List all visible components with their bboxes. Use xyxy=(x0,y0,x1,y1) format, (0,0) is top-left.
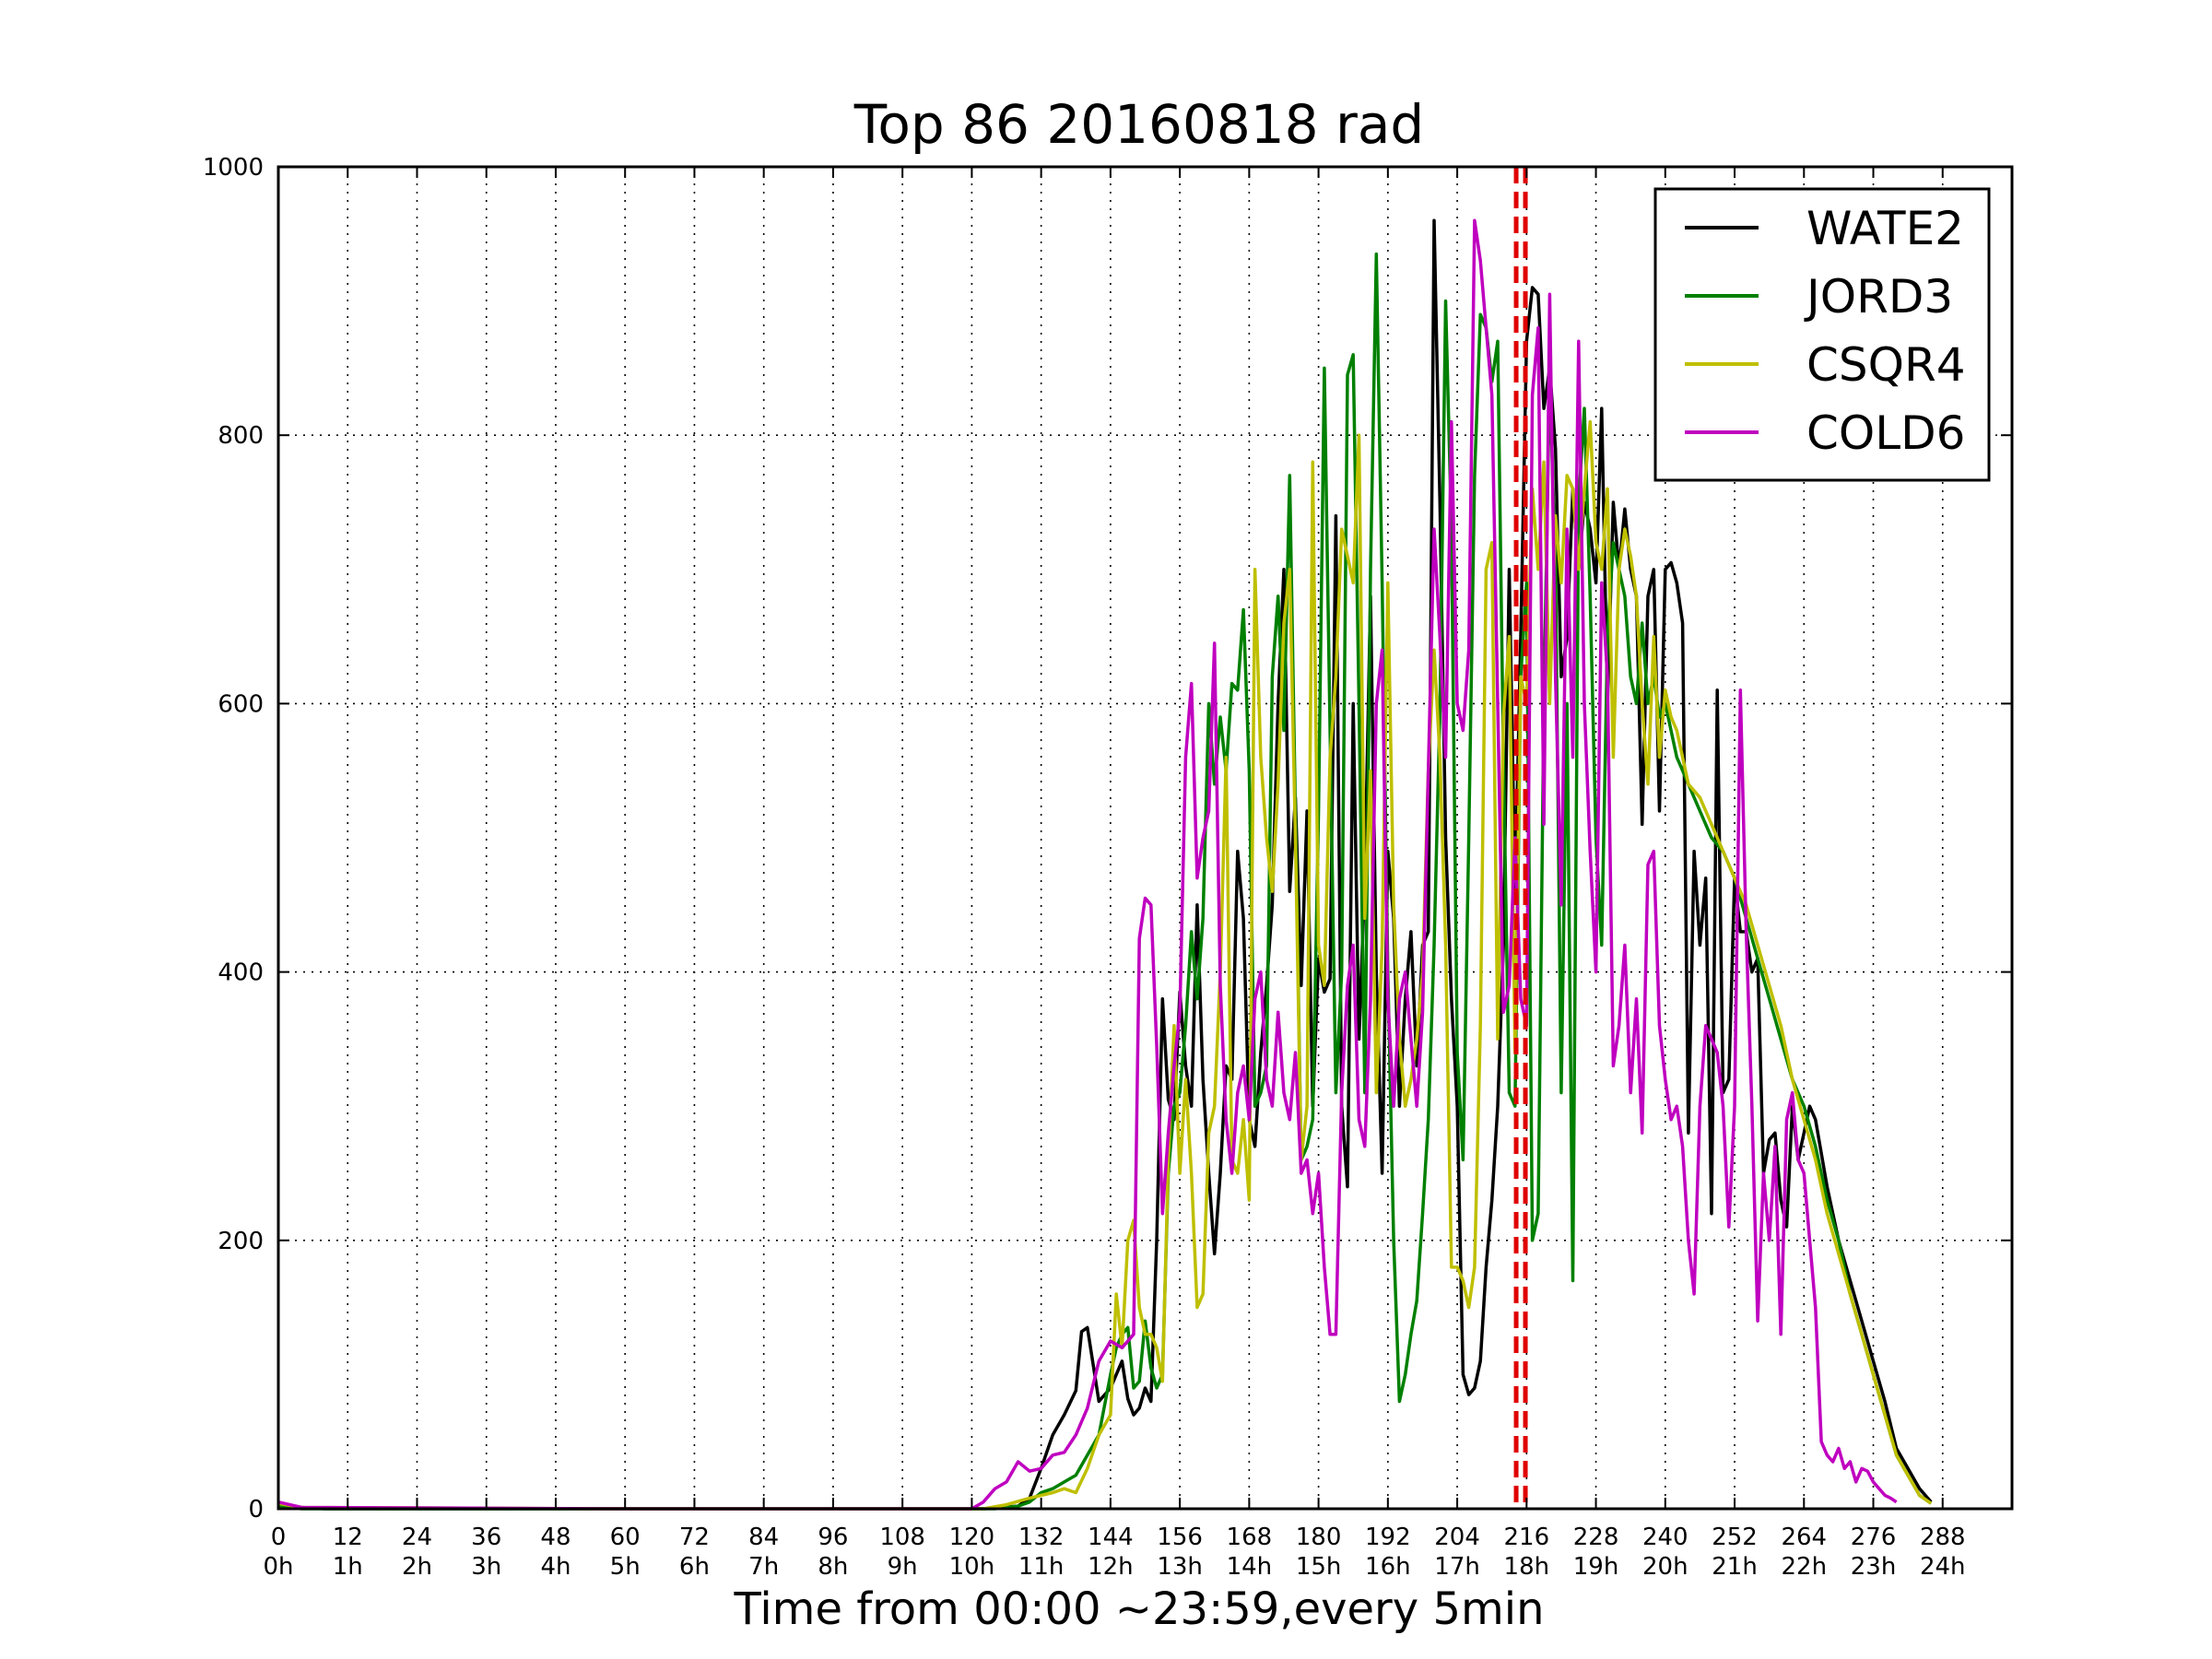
x-tick-label: 96 xyxy=(818,1524,848,1551)
x-tick-hour-label: 6h xyxy=(679,1553,710,1581)
x-tick-label: 240 xyxy=(1642,1524,1688,1551)
x-tick-label: 132 xyxy=(1018,1524,1065,1551)
x-tick-hour-label: 20h xyxy=(1642,1553,1688,1581)
chart-title: Top 86 20160818 rad xyxy=(853,93,1424,156)
x-tick-hour-label: 22h xyxy=(1781,1553,1827,1581)
plot-frame xyxy=(276,165,2014,1511)
legend-label-jord3: JORD3 xyxy=(1804,270,1953,324)
x-tick-label: 0 xyxy=(271,1524,287,1551)
legend-label-cold6: COLD6 xyxy=(1806,406,1965,460)
x-tick-label: 48 xyxy=(540,1524,571,1551)
series-line-csqr4 xyxy=(277,419,1933,1511)
x-tick-hour-label: 7h xyxy=(748,1553,779,1581)
x-tick-label: 120 xyxy=(949,1524,995,1551)
axis-ticks: 00h121h242h363h484h605h726h847h968h1089h… xyxy=(203,154,2012,1581)
x-tick-label: 216 xyxy=(1503,1524,1549,1551)
x-tick-label: 228 xyxy=(1573,1524,1619,1551)
x-tick-hour-label: 4h xyxy=(540,1553,571,1581)
x-tick-label: 192 xyxy=(1365,1524,1411,1551)
y-tick-label: 400 xyxy=(218,959,264,987)
x-tick-label: 204 xyxy=(1434,1524,1480,1551)
x-tick-label: 24 xyxy=(402,1524,432,1551)
x-tick-hour-label: 18h xyxy=(1504,1553,1550,1581)
series-lines xyxy=(277,218,1933,1511)
x-tick-label: 156 xyxy=(1157,1524,1203,1551)
legend: WATE2 JORD3 CSQR4 COLD6 xyxy=(1653,187,1991,482)
x-tick-hour-label: 1h xyxy=(333,1553,363,1581)
x-tick-label: 108 xyxy=(879,1524,925,1551)
x-tick-hour-label: 0h xyxy=(263,1553,293,1581)
x-tick-label: 36 xyxy=(471,1524,501,1551)
x-tick-label: 144 xyxy=(1088,1524,1134,1551)
x-tick-label: 60 xyxy=(610,1524,641,1551)
x-tick-hour-label: 12h xyxy=(1088,1553,1134,1581)
x-tick-label: 168 xyxy=(1227,1524,1273,1551)
legend-label-wate2: WATE2 xyxy=(1806,202,1964,255)
x-tick-hour-label: 14h xyxy=(1227,1553,1273,1581)
y-tick-label: 0 xyxy=(248,1496,264,1524)
x-tick-hour-label: 3h xyxy=(471,1553,501,1581)
x-tick-hour-label: 8h xyxy=(818,1553,848,1581)
x-tick-label: 84 xyxy=(748,1524,779,1551)
x-tick-hour-label: 9h xyxy=(888,1553,918,1581)
x-tick-hour-label: 11h xyxy=(1018,1553,1065,1581)
series-line-cold6 xyxy=(277,218,1898,1511)
x-tick-label: 180 xyxy=(1296,1524,1342,1551)
x-tick-hour-label: 24h xyxy=(1920,1553,1966,1581)
x-tick-label: 252 xyxy=(1712,1524,1758,1551)
x-axis-label: Time from 00:00 ~23:59,every 5min xyxy=(734,1583,1545,1635)
x-tick-hour-label: 16h xyxy=(1365,1553,1411,1581)
x-tick-label: 276 xyxy=(1851,1524,1897,1551)
x-tick-hour-label: 23h xyxy=(1851,1553,1897,1581)
legend-label-csqr4: CSQR4 xyxy=(1806,338,1966,392)
x-tick-hour-label: 15h xyxy=(1296,1553,1342,1581)
x-tick-label: 12 xyxy=(333,1524,363,1551)
x-tick-hour-label: 17h xyxy=(1434,1553,1480,1581)
x-tick-label: 288 xyxy=(1920,1524,1966,1551)
x-tick-hour-label: 13h xyxy=(1157,1553,1203,1581)
x-tick-hour-label: 2h xyxy=(402,1553,432,1581)
x-tick-label: 72 xyxy=(679,1524,710,1551)
x-tick-hour-label: 10h xyxy=(949,1553,995,1581)
y-tick-label: 800 xyxy=(218,422,264,450)
x-tick-hour-label: 19h xyxy=(1573,1553,1619,1581)
x-tick-hour-label: 5h xyxy=(610,1553,641,1581)
y-tick-label: 200 xyxy=(218,1228,264,1255)
y-tick-label: 1000 xyxy=(203,154,264,182)
x-tick-hour-label: 21h xyxy=(1712,1553,1758,1581)
x-tick-label: 264 xyxy=(1781,1524,1827,1551)
y-tick-label: 600 xyxy=(218,690,264,718)
